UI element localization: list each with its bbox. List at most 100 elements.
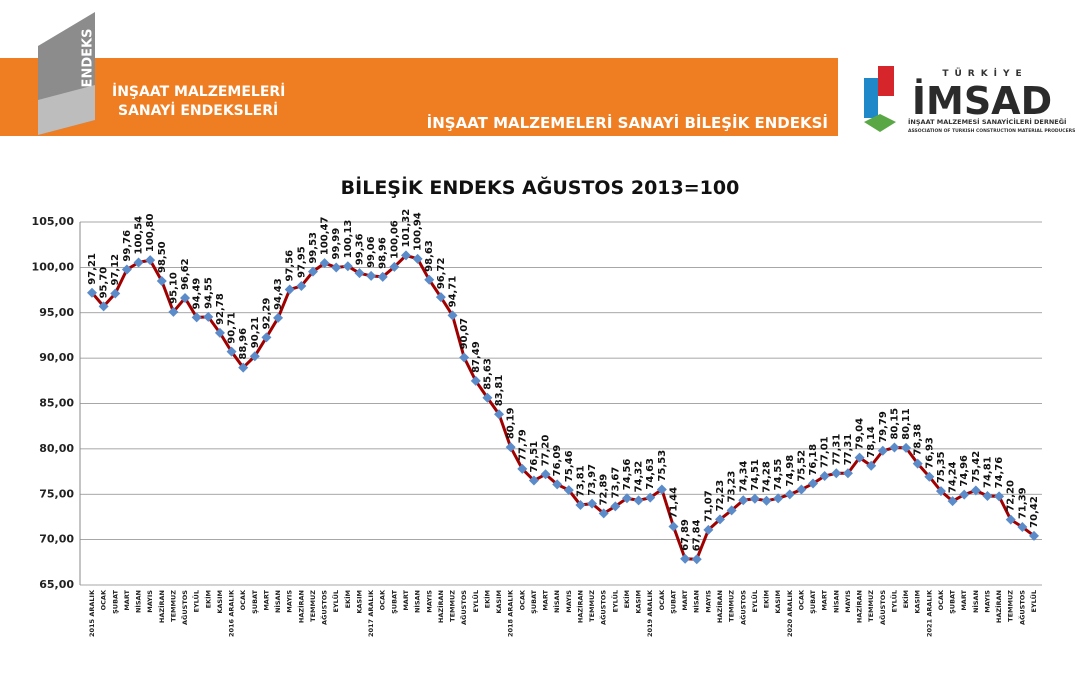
x-tick-label: ŞUBAT bbox=[530, 589, 538, 613]
data-label: 75,53 bbox=[657, 450, 668, 482]
data-label: 74,63 bbox=[645, 458, 656, 490]
data-marker bbox=[691, 554, 702, 565]
data-marker bbox=[598, 508, 609, 519]
data-label: 80,11 bbox=[901, 408, 912, 440]
x-tick-label: AĞUSTOS bbox=[180, 590, 189, 625]
data-label: 96,62 bbox=[180, 258, 191, 290]
data-marker bbox=[98, 301, 109, 312]
data-label: 100,06 bbox=[389, 220, 400, 259]
x-tick-label: MAYIS bbox=[425, 590, 433, 613]
data-marker bbox=[819, 471, 830, 482]
x-tick-label: TEMMUZ bbox=[588, 590, 596, 622]
x-tick-label: AĞUSTOS bbox=[320, 590, 329, 625]
data-marker bbox=[191, 312, 202, 323]
y-tick-label: 65,00 bbox=[39, 578, 74, 591]
data-marker bbox=[912, 458, 923, 469]
x-tick-label: NİSAN bbox=[273, 590, 282, 613]
data-marker bbox=[842, 468, 853, 479]
x-tick-label: ŞUBAT bbox=[111, 589, 119, 613]
data-marker bbox=[715, 514, 725, 525]
x-tick-label: NİSAN bbox=[552, 590, 561, 613]
x-tick-label: ŞUBAT bbox=[809, 589, 817, 613]
data-marker bbox=[982, 490, 993, 501]
data-label: 94,71 bbox=[448, 276, 459, 308]
data-label: 92,29 bbox=[261, 298, 272, 330]
x-tick-label: 2021 ARALIK bbox=[925, 589, 933, 637]
data-marker bbox=[656, 484, 667, 495]
chart-title: BİLEŞİK ENDEKS AĞUSTOS 2013=100 bbox=[341, 175, 740, 199]
data-label: 76,18 bbox=[808, 444, 819, 476]
x-tick-label: AĞUSTOS bbox=[878, 590, 887, 625]
data-label: 85,63 bbox=[482, 358, 493, 390]
data-marker bbox=[226, 346, 237, 357]
y-tick-label: 90,00 bbox=[39, 351, 74, 364]
data-marker bbox=[645, 492, 656, 503]
data-label: 95,10 bbox=[168, 272, 179, 304]
x-tick-label: MART bbox=[402, 589, 410, 610]
data-label: 77,31 bbox=[843, 434, 854, 466]
x-tick-label: OCAK bbox=[797, 589, 805, 610]
data-label: 75,52 bbox=[796, 450, 807, 482]
x-tick-label: HAZİRAN bbox=[715, 590, 724, 623]
data-marker bbox=[935, 486, 946, 497]
data-marker bbox=[435, 292, 446, 303]
data-marker bbox=[401, 250, 411, 261]
org-full: İNŞAAT MALZEMESİ SANAYİCİLERİ DERNEĞİ bbox=[908, 117, 1066, 126]
data-label: 73,97 bbox=[587, 464, 598, 496]
data-label: 72,89 bbox=[599, 474, 610, 506]
data-label: 80,19 bbox=[506, 407, 517, 439]
x-tick-label: 2018 ARALIK bbox=[507, 589, 515, 637]
data-label: 75,42 bbox=[971, 451, 982, 483]
y-tick-label: 75,00 bbox=[39, 487, 74, 500]
data-marker bbox=[587, 498, 598, 509]
x-tick-label: EYLÜL bbox=[192, 590, 201, 612]
data-marker bbox=[156, 275, 167, 286]
x-tick-label: AĞUSTOS bbox=[738, 590, 747, 625]
y-tick-label: 80,00 bbox=[39, 442, 74, 455]
x-tick-label: EYLÜL bbox=[889, 590, 898, 612]
x-tick-label: NİSAN bbox=[971, 590, 980, 613]
data-marker bbox=[1029, 530, 1039, 541]
data-label: 74,55 bbox=[773, 459, 784, 491]
data-label: 96,72 bbox=[436, 257, 447, 289]
data-label: 98,96 bbox=[378, 237, 389, 269]
header-band bbox=[0, 58, 838, 136]
x-tick-label: OCAK bbox=[239, 589, 247, 610]
data-marker bbox=[482, 392, 493, 403]
data-marker bbox=[924, 471, 935, 482]
data-label: 99,76 bbox=[122, 230, 133, 262]
x-tick-label: KASIM bbox=[216, 590, 224, 614]
data-label: 74,34 bbox=[738, 461, 749, 493]
data-label: 76,09 bbox=[552, 445, 563, 477]
data-label: 100,94 bbox=[413, 212, 424, 251]
x-tick-label: TEMMUZ bbox=[728, 590, 736, 622]
data-label: 74,81 bbox=[982, 456, 993, 488]
x-tick-label: ŞUBAT bbox=[251, 589, 259, 613]
x-tick-label: 2016 ARALIK bbox=[228, 589, 236, 637]
data-label: 73,67 bbox=[610, 467, 621, 499]
data-label: 99,36 bbox=[354, 234, 365, 266]
data-label: 101,32 bbox=[401, 209, 412, 248]
data-marker bbox=[331, 262, 342, 273]
x-tick-label: MART bbox=[821, 589, 829, 610]
x-tick-label: TEMMUZ bbox=[867, 590, 875, 622]
x-tick-label: HAZİRAN bbox=[296, 590, 305, 623]
data-marker bbox=[726, 505, 737, 516]
logo-text: ENDEKS bbox=[81, 29, 96, 88]
data-label: 74,98 bbox=[785, 455, 796, 487]
data-label: 73,23 bbox=[727, 471, 738, 503]
org-name: İMSAD bbox=[912, 79, 1052, 123]
data-label: 74,51 bbox=[750, 459, 761, 491]
x-tick-label: HAZİRAN bbox=[994, 590, 1003, 623]
data-marker bbox=[238, 362, 249, 373]
data-marker bbox=[1017, 522, 1028, 533]
data-label: 99,99 bbox=[331, 228, 342, 260]
data-label: 99,53 bbox=[308, 232, 319, 264]
y-tick-label: 100,00 bbox=[32, 260, 75, 273]
data-label: 77,79 bbox=[517, 429, 528, 461]
x-tick-label: MART bbox=[681, 589, 689, 610]
data-label: 97,56 bbox=[285, 250, 296, 282]
data-marker bbox=[389, 261, 400, 272]
data-marker bbox=[110, 288, 121, 299]
